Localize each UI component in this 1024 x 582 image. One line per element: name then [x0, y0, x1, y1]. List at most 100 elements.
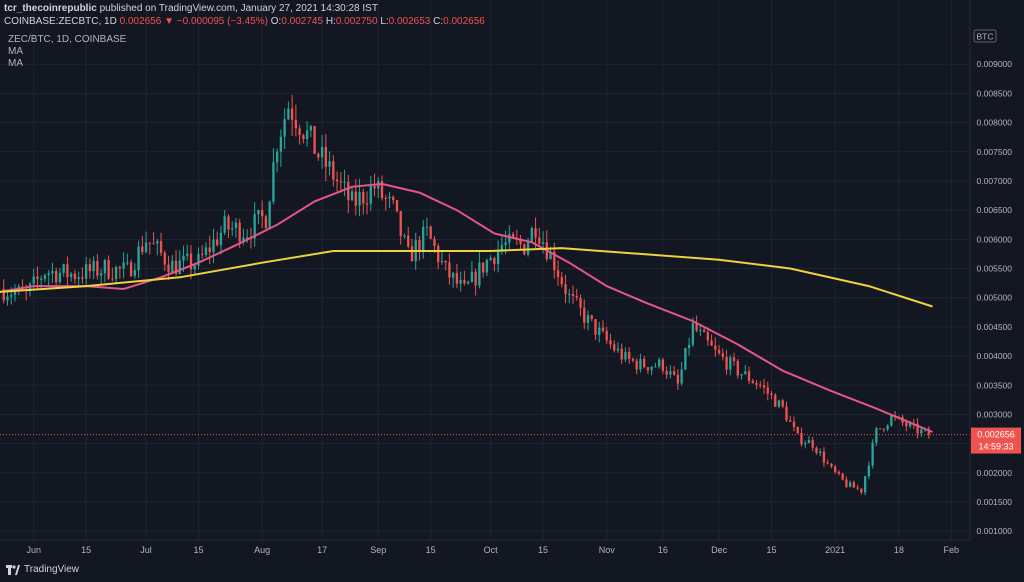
low-value: 0.002653 [388, 16, 431, 27]
candle-body [534, 228, 537, 238]
candle-body [774, 394, 777, 407]
candle-up [122, 252, 125, 279]
candle-up [279, 129, 283, 167]
candle-body [511, 234, 515, 238]
candle-down [448, 253, 451, 285]
high-value: 0.002750 [335, 16, 378, 27]
candle-up [156, 238, 159, 256]
down-arrow-icon: ▼ [164, 16, 174, 27]
candle-down [152, 232, 155, 245]
candle-body [305, 130, 309, 140]
candle-down [118, 265, 122, 279]
candle-down [860, 488, 863, 495]
x-tick-label: 15 [81, 545, 91, 555]
candle-body [740, 374, 743, 376]
candle-body [317, 153, 320, 158]
candle-body [234, 222, 238, 229]
candle-down [841, 473, 844, 481]
candle-body [650, 366, 653, 371]
legend-ma-2[interactable]: MA [8, 58, 23, 69]
candle-body [631, 358, 635, 361]
candle-body [504, 242, 507, 245]
candle-down [365, 191, 369, 215]
y-tick-label: 0.007000 [977, 176, 1013, 186]
candle-body [556, 270, 560, 278]
candle-down [631, 357, 635, 363]
candle-body [474, 271, 477, 286]
candle-up [234, 217, 238, 238]
candle-body [88, 264, 92, 272]
candle-body [223, 216, 226, 233]
candle-body [440, 260, 444, 263]
time-axis[interactable]: Jun 15 Jul 15 Aug 17 Sep 15 Oct 15 Nov 16 Dec 15 2021 1… [26, 545, 959, 555]
low-label: L: [380, 16, 389, 27]
candle-down [702, 327, 706, 333]
x-tick-label: 17 [317, 545, 327, 555]
candle-up [863, 475, 867, 496]
candle-down [774, 393, 777, 407]
candle-down [324, 133, 327, 182]
candle-body [178, 260, 181, 275]
candle-body [863, 476, 867, 493]
candle-body [848, 482, 852, 487]
candle-down [826, 459, 829, 465]
legend-pair[interactable]: ZEC/BTC, 1D, COINBASE [8, 34, 127, 45]
candle-body [148, 242, 151, 244]
candle-body [875, 428, 878, 443]
candle-down [534, 217, 537, 249]
candle-body [369, 185, 372, 204]
candle-body [736, 360, 739, 376]
candle-body [231, 228, 234, 230]
candle-down [834, 464, 837, 474]
candle-body [219, 232, 223, 246]
x-tick-label: 15 [193, 545, 203, 555]
candle-body [657, 359, 661, 367]
candle-down [208, 235, 211, 264]
candle-body [676, 374, 680, 384]
candle-body [669, 371, 672, 375]
candle-body [496, 250, 500, 265]
candle-body [257, 210, 260, 215]
tradingview-logo[interactable]: TradingView [6, 564, 79, 575]
candle-down [298, 124, 301, 145]
candle-down [335, 171, 339, 192]
candle-down [785, 401, 788, 423]
candle-up [403, 233, 406, 239]
x-tick-label: Jul [140, 545, 152, 555]
candle-body [815, 447, 818, 453]
candle-body [343, 181, 346, 183]
candle-body [309, 126, 313, 131]
candle-body [837, 471, 841, 474]
candle-body [141, 246, 144, 253]
currency-badge[interactable]: BTC [973, 29, 997, 43]
candle-up [43, 273, 47, 283]
candle-down [455, 263, 459, 289]
legend-ma-1[interactable]: MA [8, 46, 23, 57]
candle-body [66, 264, 69, 278]
candle-down [163, 250, 166, 271]
x-tick-label: Feb [944, 545, 960, 555]
candle-body [107, 260, 110, 279]
currency-badge-label: BTC [977, 32, 994, 42]
candle-up [171, 255, 174, 273]
candle-body [111, 278, 114, 280]
candle-up [684, 347, 687, 371]
candle-body [2, 288, 5, 301]
candle-up [358, 178, 361, 217]
candle-body [905, 422, 908, 427]
candle-up [819, 448, 822, 457]
candle-body [261, 210, 264, 217]
price-axis[interactable]: 0.009000 0.008500 0.008000 0.007500 0.007000… [977, 59, 1013, 536]
candle-down [429, 225, 432, 240]
candle-up [867, 461, 871, 480]
candle-body [294, 119, 298, 129]
candle-body [706, 332, 709, 341]
candle-body [744, 371, 747, 375]
candle-body [695, 322, 698, 331]
candle-down [916, 418, 919, 439]
open-label: O: [270, 16, 282, 27]
candle-body [811, 440, 814, 448]
candle-body [845, 479, 848, 487]
candle-down [463, 270, 466, 286]
